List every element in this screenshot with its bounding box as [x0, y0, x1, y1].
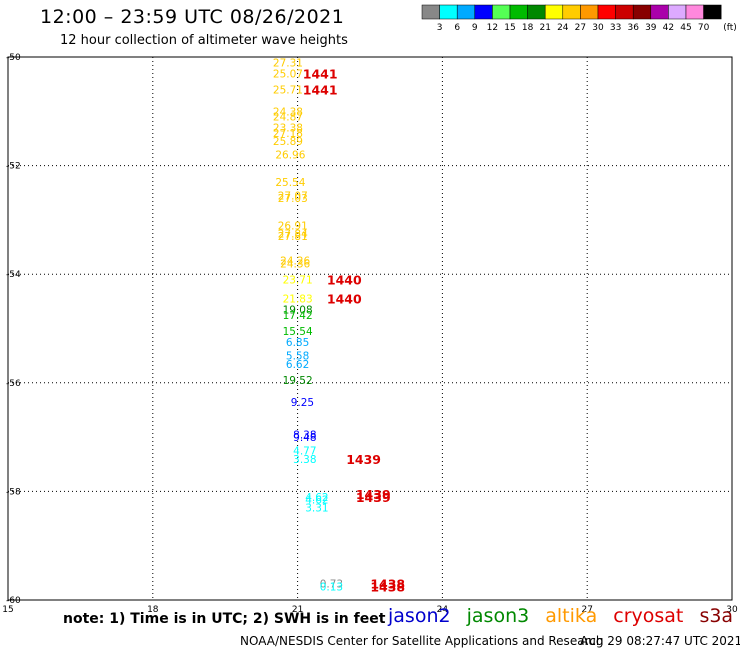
footer-timestamp: Aug 29 08:27:47 UTC 2021 [580, 634, 740, 648]
swh-point-label: 26.91 [278, 220, 308, 232]
swh-point-label: 24.38 [273, 106, 303, 118]
swh-point-label: 24.36 [280, 258, 310, 270]
swh-point-label: 27.07 [278, 190, 308, 202]
swh-point-label: 9.25 [291, 397, 314, 409]
y-tick-label: -58 [6, 487, 21, 497]
legend-label: 27 [575, 23, 586, 33]
y-tick-label: -54 [6, 270, 21, 280]
swh-point-label: 5.58 [286, 351, 309, 363]
x-tick-label: 27 [581, 605, 592, 615]
footer-credit: NOAA/NESDIS Center for Satellite Applica… [240, 634, 604, 648]
swh-point-label: 26.96 [275, 150, 305, 162]
swh-point-label: 9.48 [293, 432, 316, 444]
swh-point-label: 27.31 [273, 57, 303, 69]
legend-label: 33 [610, 23, 621, 33]
x-tick-label: 18 [147, 605, 159, 615]
swh-point-label: 23.38 [273, 123, 303, 135]
color-legend: 3 6 9 12 15 18 21 24 27 30 33 36 39 42 45 70 (ft) [421, 4, 737, 33]
satellite-s3a: s3a [699, 605, 734, 627]
swh-point-label: 25.07 [273, 68, 303, 80]
x-tick-label: 30 [726, 605, 738, 615]
legend-label: 30 [592, 23, 604, 33]
legend-label: 42 [663, 23, 674, 33]
swh-point-label: 6.62 [286, 359, 309, 371]
legend-swatch [703, 4, 722, 20]
swh-point-label: 19.52 [283, 375, 313, 387]
page-title: 12:00 – 23:59 UTC 08/26/2021 [40, 6, 345, 28]
swh-point-label: 27.03 [278, 193, 308, 205]
swh-point-label: 24.87 [273, 112, 303, 124]
legend-label: 45 [680, 23, 691, 33]
swh-point-label: 0.73 [320, 579, 343, 591]
swh-point-label: 4.77 [293, 446, 316, 458]
swh-point-label: 24.26 [280, 256, 310, 268]
satellite-legend: jason2 jason3 altika cryosat s3a [388, 605, 740, 627]
satellite-cryosat: cryosat [613, 605, 684, 627]
legend-unit: (ft) [723, 23, 737, 33]
x-tick-label: 15 [2, 605, 13, 615]
legend-label: 36 [627, 23, 639, 33]
swh-point-label: 27.81 [278, 231, 308, 243]
legend-label: 15 [504, 23, 515, 33]
plot-frame [7, 56, 733, 601]
swh-point-label: 15.54 [283, 326, 313, 338]
swh-point-label: 19.08 [283, 304, 313, 316]
y-tick-label: -60 [6, 596, 21, 606]
swh-point-label: 4.62 [305, 492, 328, 504]
swh-point-label: 6.85 [286, 337, 309, 349]
satellite-jason3: jason3 [466, 605, 530, 627]
swh-point-label: 3.31 [305, 503, 328, 515]
legend-label: 24 [557, 23, 569, 33]
time-label: 1441 [303, 83, 338, 98]
swh-point-label: 4.62 [305, 495, 328, 507]
time-label: 1440 [327, 273, 362, 288]
satellite-jason2: jason2 [388, 605, 451, 627]
y-tick-label: -52 [6, 162, 21, 172]
swh-point-label: 8.38 [293, 429, 316, 441]
time-label: 1438 [370, 579, 405, 594]
legend-label: 12 [487, 23, 498, 33]
swh-point-label: 27.18 [273, 128, 303, 140]
legend-label: 39 [645, 23, 657, 33]
time-label: 1440 [327, 292, 362, 307]
x-tick-label: 24 [437, 605, 449, 615]
legend-label: 3 [437, 23, 443, 33]
swh-point-label: 17.42 [283, 310, 313, 322]
page-subtitle: 12 hour collection of altimeter wave hei… [60, 33, 348, 48]
swh-point-label: 27.84 [278, 228, 308, 240]
swh-point-label: 25.89 [273, 136, 303, 148]
x-tick-label: 21 [292, 605, 303, 615]
satellite-altika: altika [545, 605, 598, 627]
swh-point-label: 3.38 [293, 454, 316, 466]
y-tick-label: -50 [6, 53, 21, 63]
swh-point-label: 21.83 [283, 294, 313, 306]
swh-point-label: 25.71 [273, 85, 303, 97]
swh-point-label: 25.54 [275, 177, 305, 189]
time-label: 1441 [303, 66, 338, 81]
legend-label: 70 [698, 23, 710, 33]
swh-point-label: 0.13 [320, 581, 343, 593]
legend-label: 6 [454, 23, 460, 33]
footer-note: note: 1) Time is in UTC; 2) SWH is in fe… [63, 611, 386, 627]
time-label: 1439 [356, 487, 391, 502]
time-label: 1439 [346, 452, 381, 467]
legend-label: 21 [539, 23, 550, 33]
swh-point-label: 23.71 [283, 275, 313, 287]
y-tick-label: -56 [6, 379, 21, 389]
legend-label: 18 [522, 23, 534, 33]
time-label: 1438 [370, 577, 405, 592]
legend-label: 9 [472, 23, 478, 33]
time-label: 1439 [356, 490, 391, 505]
